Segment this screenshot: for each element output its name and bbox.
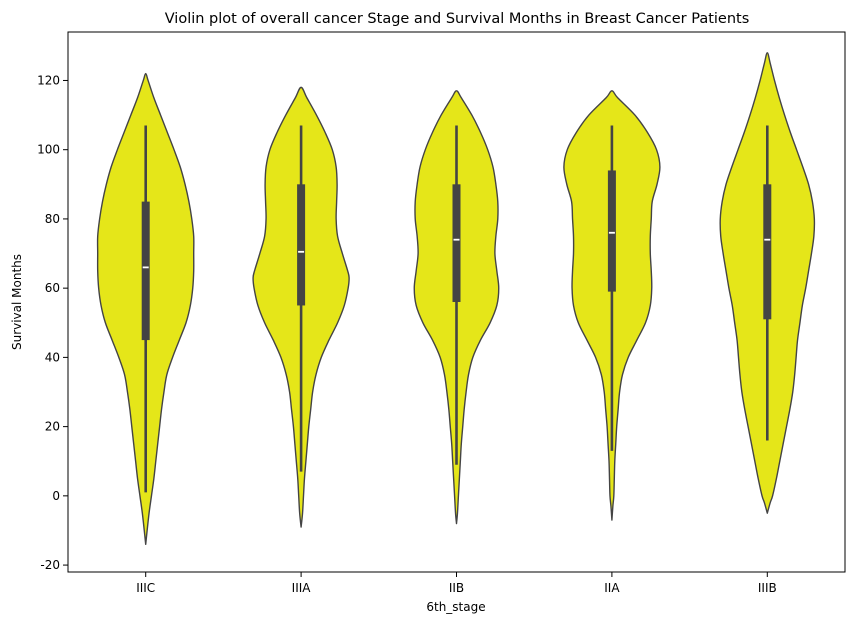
x-tick-label-iia: IIA (604, 581, 620, 595)
x-axis: IIIC IIIA IIB IIA IIIB (136, 572, 777, 595)
y-tick-label: 60 (45, 281, 60, 295)
y-axis-label: Survival Months (10, 254, 24, 350)
y-tick-label: -20 (40, 558, 60, 572)
violin-iib (413, 90, 500, 525)
y-tick-label: 20 (45, 420, 60, 434)
x-tick-label-iib: IIB (449, 581, 464, 595)
x-tick-label-iiia: IIIA (292, 581, 312, 595)
y-axis: -20 0 20 40 60 80 100 120 (37, 73, 68, 572)
x-axis-label: 6th_stage (426, 600, 485, 614)
x-tick-label-iiic: IIIC (136, 581, 155, 595)
x-tick-label-iiib: IIIB (758, 581, 777, 595)
violin-iiib (719, 52, 816, 514)
violins-layer (96, 52, 816, 546)
violin-iia (563, 90, 661, 521)
y-tick-label: 80 (45, 212, 60, 226)
y-tick-label: 100 (37, 143, 60, 157)
iqr-box-iiic (141, 201, 150, 341)
violin-iiic (96, 72, 195, 546)
violin-iiia (252, 86, 350, 528)
iqr-box-iiia (297, 184, 306, 306)
y-tick-label: 40 (45, 350, 60, 364)
iqr-box-iia (607, 170, 616, 292)
y-tick-label: 120 (37, 73, 60, 87)
iqr-box-iib (452, 184, 461, 302)
iqr-box-iiib (763, 184, 772, 320)
chart-title: Violin plot of overall cancer Stage and … (165, 11, 750, 27)
y-tick-label: 0 (52, 489, 60, 503)
